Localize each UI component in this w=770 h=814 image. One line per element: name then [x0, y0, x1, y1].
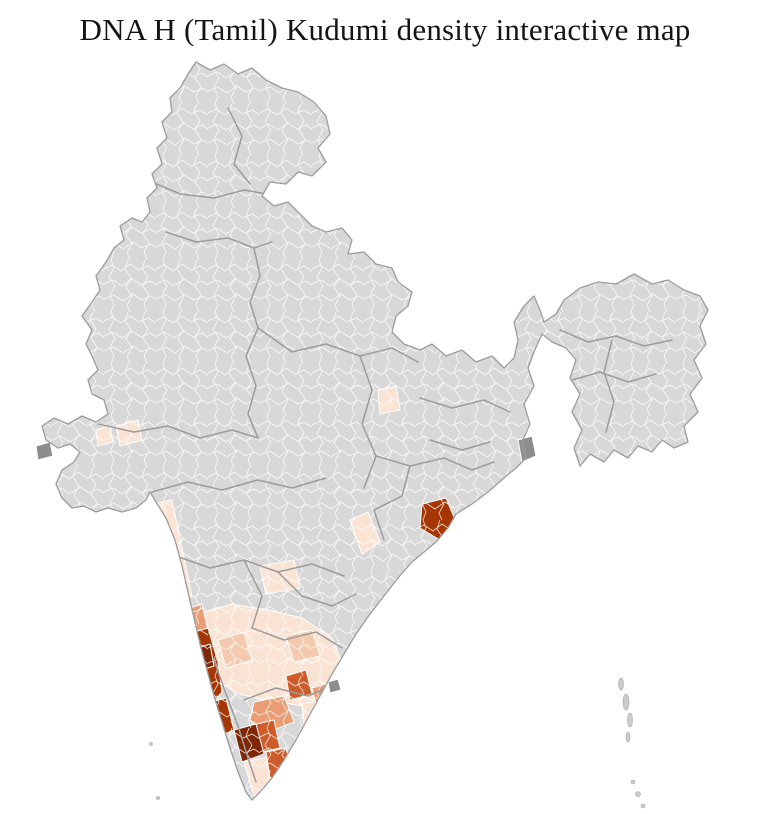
island[interactable] [630, 779, 636, 785]
lakshadweep-islands[interactable] [149, 742, 160, 800]
district-boundaries-texture [42, 62, 708, 800]
island[interactable] [156, 796, 160, 800]
district-region[interactable] [291, 739, 321, 773]
island[interactable] [149, 742, 153, 746]
island[interactable] [622, 693, 630, 711]
andaman-nicobar-islands[interactable] [618, 677, 646, 809]
district-region[interactable] [35, 441, 54, 461]
state-borders [97, 107, 673, 783]
page-title: DNA H (Tamil) Kudumi density interactive… [79, 12, 691, 47]
district-region[interactable] [327, 678, 342, 694]
island[interactable] [618, 677, 624, 691]
island[interactable] [627, 712, 633, 728]
island[interactable] [640, 803, 646, 809]
island[interactable] [635, 791, 641, 797]
island[interactable] [625, 731, 631, 743]
